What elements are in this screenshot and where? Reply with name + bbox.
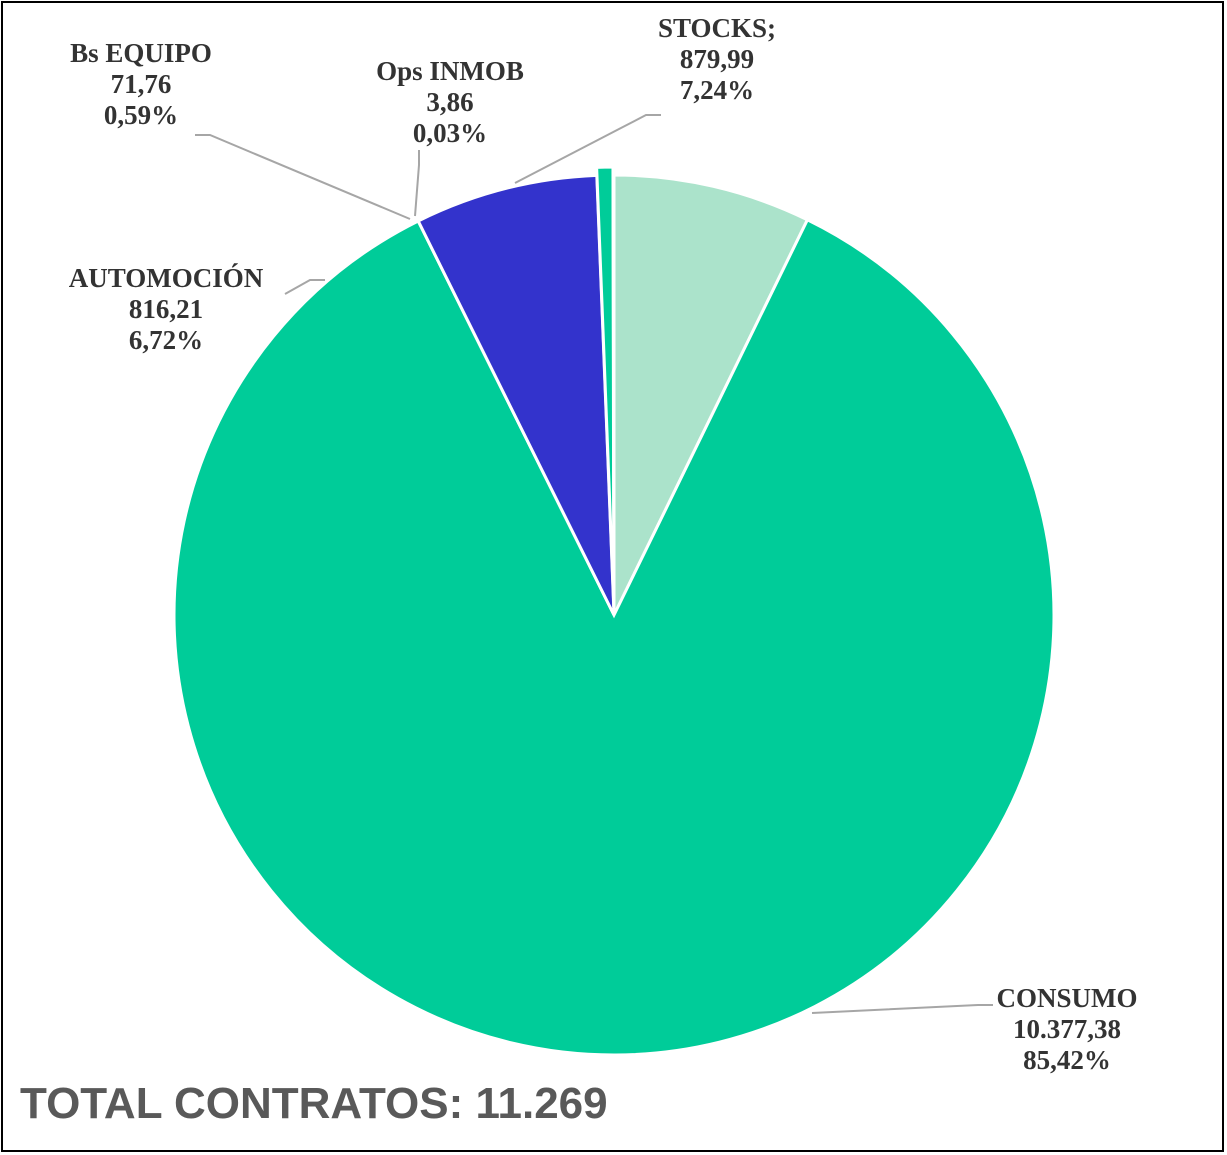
leader-line — [284, 279, 325, 295]
pie-slice-stocks — [612, 173, 810, 616]
pie-slice-ops-inmob — [611, 173, 616, 616]
slice-label-percent: 85,42% — [1023, 1045, 1111, 1075]
pie-slices — [172, 165, 1056, 1057]
leader-line — [514, 114, 661, 184]
slice-label-category: CONSUMO — [997, 983, 1138, 1013]
slice-label-value: 10.377,38 — [1013, 1014, 1121, 1044]
slice-label-category: STOCKS; — [658, 13, 776, 43]
leader-lines — [195, 114, 993, 1014]
slice-label-value: 879,99 — [680, 44, 754, 74]
leader-line — [195, 134, 411, 220]
leader-line — [811, 1004, 993, 1014]
slice-label-value: 71,76 — [111, 69, 172, 99]
total-contracts-label: TOTAL CONTRATOS: 11.269 — [20, 1079, 608, 1128]
leader-line — [414, 150, 420, 217]
slice-label-value: 3,86 — [426, 87, 473, 117]
slice-label-category: Ops INMOB — [376, 56, 524, 86]
pie-slice-automoci-n — [416, 173, 616, 616]
slice-label-category: Bs EQUIPO — [70, 38, 212, 68]
pie-slice-bs-equipo — [595, 165, 616, 608]
slice-label-percent: 0,59% — [104, 100, 178, 130]
slice-label-percent: 6,72% — [129, 325, 203, 355]
pie-slice-consumo — [172, 217, 1056, 1057]
data-labels: STOCKS;879,997,24% CONSUMO10.377,3885,42%… — [69, 13, 1138, 1075]
slice-label-category: AUTOMOCIÓN — [69, 263, 264, 293]
slice-label-percent: 7,24% — [680, 75, 754, 105]
slice-label-value: 816,21 — [129, 294, 203, 324]
slice-label-percent: 0,03% — [413, 118, 487, 148]
